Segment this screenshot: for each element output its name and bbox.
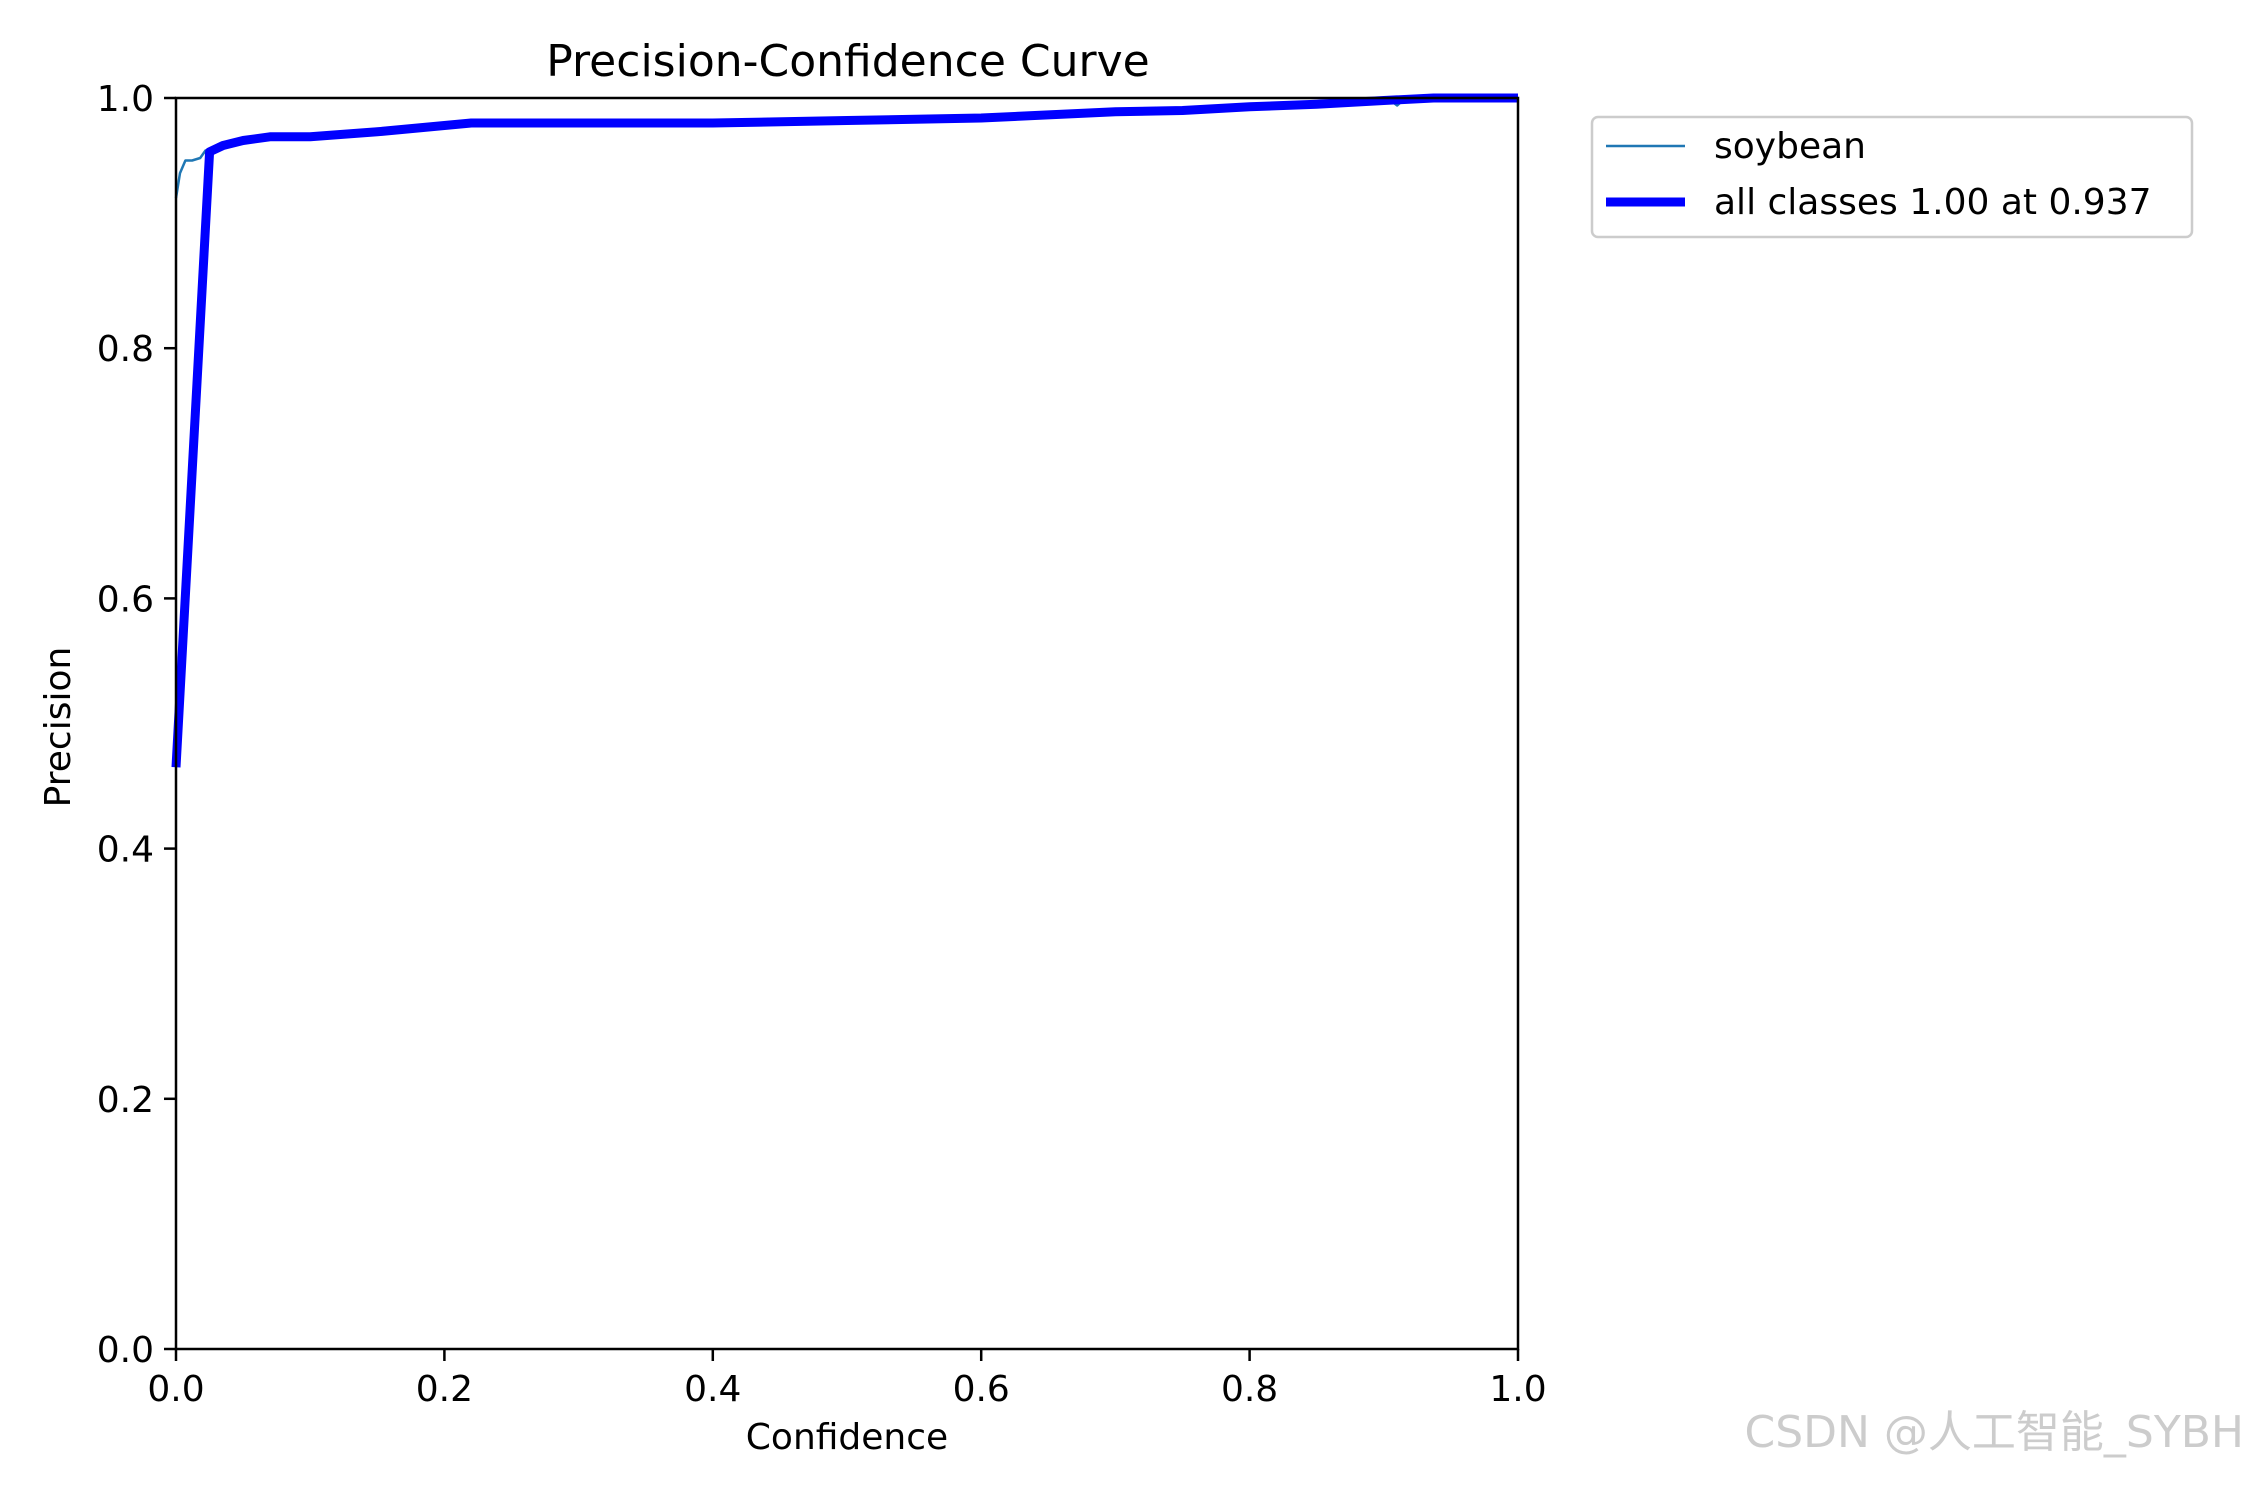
y-axis-ticks: 0.0 0.2 0.4 0.6 0.8 1.0 <box>97 79 176 1371</box>
x-axis-label: Confidence <box>746 1417 948 1458</box>
x-tick-label: 0.2 <box>416 1369 473 1410</box>
series-line-soybean <box>174 96 1518 199</box>
x-tick-label: 0.0 <box>147 1369 204 1410</box>
curves-layer <box>171 93 1518 768</box>
y-tick-label: 0.0 <box>97 1330 154 1371</box>
x-tick-label: 0.6 <box>953 1369 1010 1410</box>
chart-title: Precision-Confidence Curve <box>546 36 1149 87</box>
legend-label-all-classes: all classes 1.00 at 0.937 <box>1714 182 2152 223</box>
legend: soybean all classes 1.00 at 0.937 <box>1590 115 2194 239</box>
x-axis-ticks: 0.0 0.2 0.4 0.6 0.8 1.0 <box>147 1349 1547 1410</box>
y-tick-label: 1.0 <box>97 79 154 120</box>
x-tick-label: 0.4 <box>684 1369 741 1410</box>
legend-label-soybean: soybean <box>1714 126 1866 167</box>
plot-frame <box>174 96 1520 1351</box>
series-line-all <box>171 93 1518 768</box>
y-tick-label: 0.2 <box>97 1080 154 1121</box>
y-axis-label: Precision <box>38 647 79 808</box>
legend-box <box>1590 115 2194 239</box>
y-tick-label: 0.8 <box>97 329 154 370</box>
x-tick-label: 0.8 <box>1221 1369 1278 1410</box>
watermark: CSDN @人工智能_SYBH <box>1744 1407 2244 1458</box>
y-tick-label: 0.6 <box>97 579 154 620</box>
y-tick-label: 0.4 <box>97 830 154 871</box>
x-tick-label: 1.0 <box>1489 1369 1546 1410</box>
